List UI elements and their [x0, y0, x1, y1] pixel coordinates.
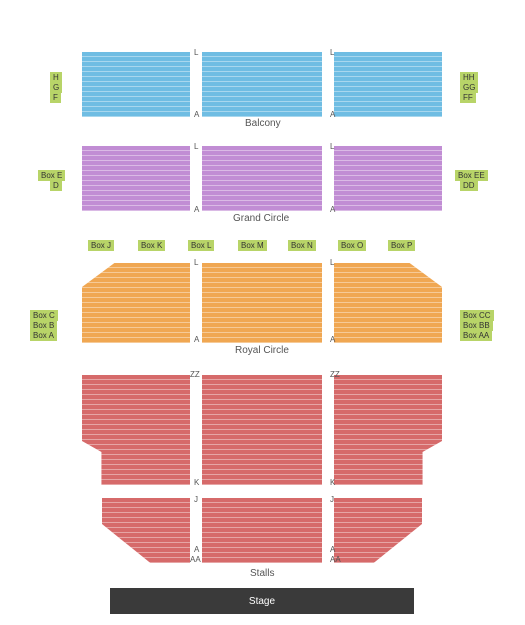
royal-circle-rowlabel-0: L: [194, 258, 198, 267]
grand-circle-block-0[interactable]: [82, 146, 190, 211]
balcony-block-1[interactable]: [202, 52, 322, 117]
stalls-rowlabel-2: K: [194, 478, 199, 487]
royal-circle-row: [334, 338, 442, 343]
royal-circle-row: [82, 338, 190, 343]
royal-circle-rowlabel-3: A: [330, 335, 335, 344]
balcony-row: [202, 112, 322, 117]
balcony-rowlabel-3: A: [330, 110, 335, 119]
stalls-block-5[interactable]: [334, 498, 422, 563]
stalls-rowlabel-5: J: [330, 495, 334, 504]
royal-circle-box-1[interactable]: Box K: [138, 240, 165, 251]
royal-circle-box-4[interactable]: Box N: [288, 240, 316, 251]
grand-circle-box-1[interactable]: D: [50, 180, 62, 191]
stalls-rowlabel-9: AA: [330, 555, 341, 564]
royal-circle-block-1[interactable]: [202, 263, 322, 343]
stalls-rowlabel-4: J: [194, 495, 198, 504]
royal-circle-rowlabel-1: L: [330, 258, 334, 267]
grand-circle-rowlabel-1: L: [330, 142, 334, 151]
stalls-row: [102, 558, 190, 563]
balcony-block-2[interactable]: [334, 52, 442, 117]
grand-circle-row: [334, 206, 442, 211]
stalls-block-3[interactable]: [102, 498, 190, 563]
royal-circle-box-5[interactable]: Box O: [338, 240, 366, 251]
stalls-rowlabel-0: ZZ: [190, 370, 200, 379]
royal-circle-box-12[interactable]: Box AA: [460, 330, 492, 341]
balcony-label: Balcony: [245, 118, 281, 129]
balcony-box-2[interactable]: F: [50, 92, 61, 103]
royal-circle-block-0[interactable]: [82, 263, 190, 343]
stalls-block-0[interactable]: [82, 375, 190, 485]
stalls-row: [334, 480, 442, 485]
royal-circle-box-0[interactable]: Box J: [88, 240, 114, 251]
royal-circle-box-2[interactable]: Box L: [188, 240, 214, 251]
grand-circle-rowlabel-0: L: [194, 142, 198, 151]
royal-circle-block-2[interactable]: [334, 263, 442, 343]
royal-circle-label: Royal Circle: [235, 345, 289, 356]
royal-circle-rowlabel-2: A: [194, 335, 199, 344]
stalls-row: [202, 558, 322, 563]
grand-circle-rowlabel-3: A: [330, 205, 335, 214]
stalls-row: [82, 480, 190, 485]
stalls-label: Stalls: [250, 568, 274, 579]
stalls-rowlabel-6: A: [194, 545, 199, 554]
balcony-rowlabel-0: L: [194, 48, 198, 57]
balcony-row: [334, 112, 442, 117]
balcony-rowlabel-2: A: [194, 110, 199, 119]
grand-circle-row: [82, 206, 190, 211]
grand-circle-block-2[interactable]: [334, 146, 442, 211]
grand-circle-rowlabel-2: A: [194, 205, 199, 214]
grand-circle-box-3[interactable]: DD: [460, 180, 478, 191]
grand-circle-block-1[interactable]: [202, 146, 322, 211]
grand-circle-row: [202, 206, 322, 211]
stalls-block-2[interactable]: [334, 375, 442, 485]
stalls-block-4[interactable]: [202, 498, 322, 563]
stalls-rowlabel-8: AA: [190, 555, 201, 564]
balcony-rowlabel-1: L: [330, 48, 334, 57]
stalls-block-1[interactable]: [202, 375, 322, 485]
stalls-rowlabel-3: K: [330, 478, 335, 487]
grand-circle-label: Grand Circle: [233, 213, 289, 224]
balcony-row: [82, 112, 190, 117]
royal-circle-box-3[interactable]: Box M: [238, 240, 267, 251]
stalls-row: [202, 480, 322, 485]
stalls-row: [334, 558, 422, 563]
royal-circle-box-9[interactable]: Box A: [30, 330, 57, 341]
royal-circle-row: [202, 338, 322, 343]
royal-circle-box-6[interactable]: Box P: [388, 240, 415, 251]
balcony-block-0[interactable]: [82, 52, 190, 117]
seating-map: BalconyLLAAHGFHHGGFFGrand CircleLLAABox …: [0, 0, 525, 625]
balcony-box-5[interactable]: FF: [460, 92, 476, 103]
stalls-rowlabel-7: A: [330, 545, 335, 554]
stalls-rowlabel-1: ZZ: [330, 370, 340, 379]
stage: Stage: [110, 588, 414, 614]
